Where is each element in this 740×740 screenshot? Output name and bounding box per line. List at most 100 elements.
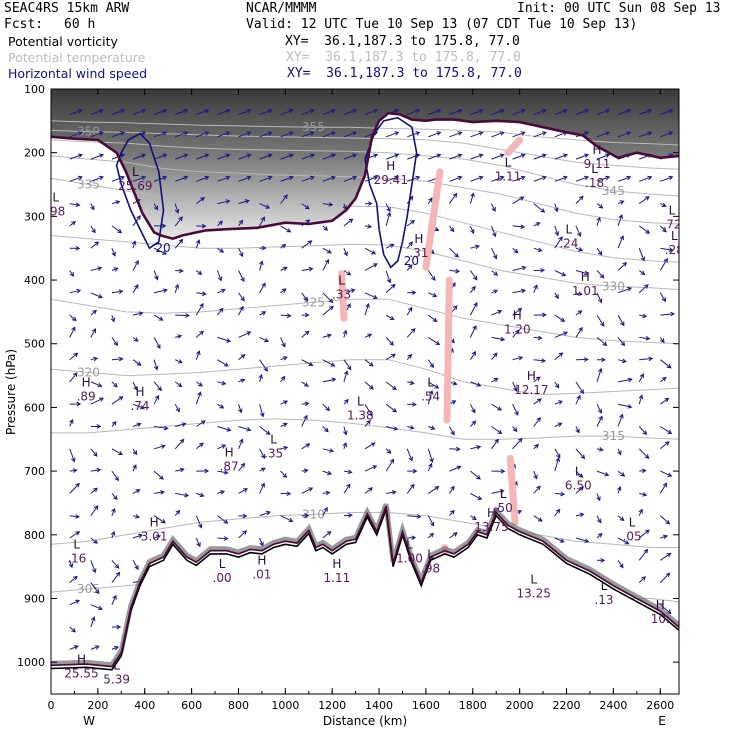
wind-vector <box>322 448 335 453</box>
forecast-label: Fcst: <box>4 17 44 32</box>
wind-vector <box>175 334 183 339</box>
wind-vector <box>638 426 648 436</box>
wind-vector <box>659 225 667 233</box>
wind-vector <box>512 196 525 205</box>
pv-extrema-labels: L.98L25.69L.33H29.41H.31L1.11H9.11L.18L.… <box>46 143 679 687</box>
wind-vector <box>385 353 396 361</box>
pv-extremum-type: L <box>338 273 345 287</box>
pv-extremum-value: .00 <box>213 571 232 585</box>
wind-vector <box>660 131 674 138</box>
wind-vector <box>406 264 413 271</box>
wind-vector <box>596 153 611 160</box>
wind-vector <box>617 175 632 182</box>
wind-vector <box>385 381 397 391</box>
wind-vector <box>343 270 352 276</box>
wind-vector <box>512 307 523 316</box>
wind-vector <box>427 462 433 472</box>
wind-vector <box>111 493 118 501</box>
wind-vector <box>217 403 225 409</box>
wind-vector <box>470 470 481 480</box>
wind-vector <box>280 131 294 138</box>
wind-vector <box>469 301 478 316</box>
x-tick-label: 400 <box>134 699 155 712</box>
wind-vector <box>132 489 141 494</box>
wind-vector <box>322 153 336 160</box>
wind-vector <box>280 422 288 428</box>
pv-extremum-type: H <box>82 375 91 389</box>
wind-vector <box>68 560 74 569</box>
wind-vector <box>195 330 204 338</box>
pv-extremum-value: 12.17 <box>514 383 548 397</box>
wind-vector <box>575 326 583 338</box>
wind-vector <box>575 195 584 204</box>
wind-vector <box>470 515 477 521</box>
wind-vector <box>470 492 483 500</box>
wind-vector <box>111 248 116 257</box>
y-tick-label: 900 <box>24 592 45 605</box>
stratospheric-pv-shading <box>51 89 679 239</box>
wind-vector <box>343 426 348 436</box>
valid-time: Valid: 12 UTC Tue 10 Sep 13 (07 CDT Tue … <box>246 17 638 32</box>
wind-vector <box>554 108 568 115</box>
x-tick-label: 800 <box>228 699 249 712</box>
wind-vector <box>259 537 264 547</box>
wind-vector <box>575 470 584 478</box>
wind-vector <box>596 557 606 563</box>
wind-vector <box>132 259 139 271</box>
y-tick-label: 100 <box>24 83 45 96</box>
wind-vector <box>132 359 142 366</box>
pv-extremum-value: .98 <box>46 205 65 219</box>
wind-vector <box>427 270 436 281</box>
pv-extremum-value: 1.20 <box>504 322 531 336</box>
wind-vector <box>512 108 526 115</box>
wind-vector <box>301 153 315 160</box>
wind-vector <box>259 282 266 294</box>
wind-vector <box>364 201 373 206</box>
wind-vector <box>428 131 442 138</box>
wind-vector <box>195 350 201 360</box>
wind-vector <box>238 404 243 414</box>
wind-vector <box>406 328 416 338</box>
wind-speed-contour-20 <box>115 132 165 250</box>
pv-extremum-type: L <box>357 394 364 408</box>
x-tick-label: 200 <box>87 699 108 712</box>
isentrope-325 <box>51 298 679 345</box>
wind-vector <box>343 513 353 518</box>
wind-vector <box>659 572 671 583</box>
wind-vector <box>90 448 98 457</box>
wind-vector <box>533 376 541 383</box>
wind-vector <box>449 225 455 233</box>
wind-vector <box>69 531 81 539</box>
wind-vector <box>301 175 315 182</box>
wind-vector <box>196 197 206 205</box>
wind-vector <box>639 175 653 182</box>
wind-vector <box>364 381 374 390</box>
wind-vector <box>427 532 434 539</box>
wind-vector <box>491 426 503 435</box>
pv-extremum-value: 25.55 <box>64 666 98 680</box>
wind-vector <box>596 470 610 477</box>
wind-vector <box>259 359 268 372</box>
wind-vector <box>195 442 204 450</box>
wind-vector <box>259 404 265 418</box>
wind-vector <box>533 108 547 115</box>
wind-vector <box>196 270 203 275</box>
wind-vector <box>69 645 79 650</box>
pv-extremum-type: L <box>500 487 507 501</box>
wind-vector <box>512 381 518 392</box>
wind-vector <box>301 487 314 494</box>
wind-vector <box>69 372 78 383</box>
pv-extremum-value: .16 <box>67 552 86 566</box>
wind-vector <box>596 493 601 502</box>
wind-vector <box>111 594 117 606</box>
wind-vector <box>617 261 628 271</box>
pv-extremum-type: H <box>136 385 145 399</box>
wind-vector <box>153 131 168 138</box>
wind-vector <box>111 267 119 272</box>
wind-vector <box>259 260 264 271</box>
wind-vector <box>554 491 566 497</box>
wind-vector <box>90 505 99 516</box>
wind-vector <box>512 355 524 361</box>
wind-vector <box>364 419 371 427</box>
wind-vector <box>406 241 413 249</box>
